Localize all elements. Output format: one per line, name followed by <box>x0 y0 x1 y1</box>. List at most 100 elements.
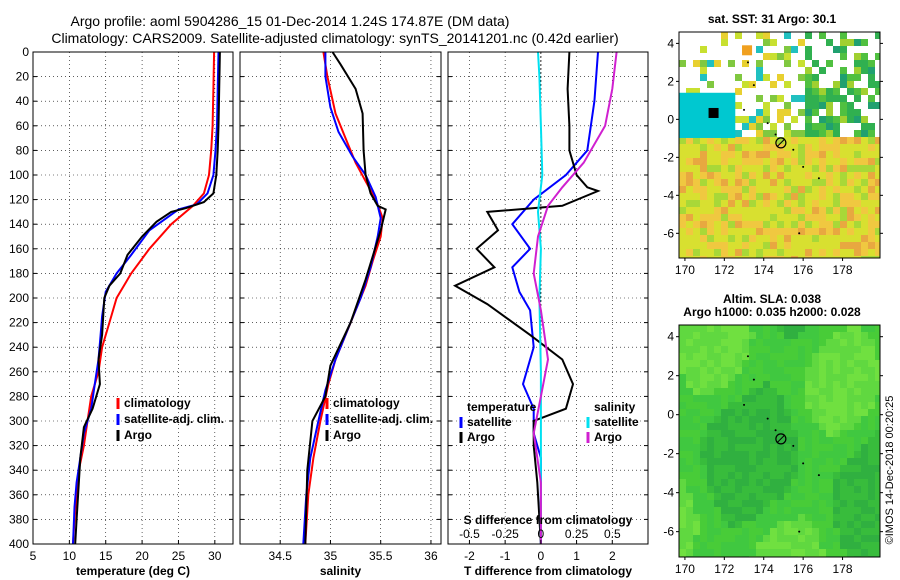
y-tick-label: 200 <box>9 291 29 305</box>
map-cell <box>700 158 707 165</box>
map-cell <box>756 493 763 500</box>
map-cell <box>721 242 728 249</box>
x-tick-label: 176 <box>793 562 813 576</box>
map-cell <box>868 486 875 493</box>
map-cell <box>805 88 812 95</box>
map-cell <box>840 228 847 235</box>
map-cell <box>693 514 700 521</box>
map-cell <box>784 235 791 242</box>
map-cell <box>749 472 756 479</box>
map-cell <box>861 67 868 74</box>
map-cell <box>756 402 763 409</box>
map-cell <box>861 507 868 514</box>
map-cell <box>798 158 805 165</box>
map-cell <box>854 200 861 207</box>
map-cell-land <box>708 107 719 118</box>
map-cell <box>826 186 833 193</box>
map-cell <box>791 235 798 242</box>
map-cell <box>805 374 812 381</box>
map-cell <box>686 535 693 542</box>
map-cell <box>805 360 812 367</box>
map-cell <box>763 486 770 493</box>
map-cell <box>784 395 791 402</box>
map-cell <box>868 465 875 472</box>
map-cell <box>875 360 880 367</box>
map-cell <box>693 221 700 228</box>
map-cell <box>763 507 770 514</box>
map-cell <box>812 74 819 81</box>
map-cell <box>735 235 742 242</box>
map-cell <box>728 521 735 528</box>
map-cell <box>770 423 777 430</box>
map-cell <box>686 88 693 95</box>
y-tick-label: 280 <box>9 389 29 403</box>
map-cell <box>826 444 833 451</box>
map-cell <box>854 130 861 137</box>
map-cell <box>756 500 763 507</box>
map-cell <box>833 381 840 388</box>
map-cell <box>812 193 819 200</box>
map-cell <box>693 214 700 221</box>
map-cell <box>791 46 798 53</box>
map-cell <box>679 549 686 556</box>
map-cell <box>756 144 763 151</box>
map-cell <box>784 430 791 437</box>
map-cell <box>714 423 721 430</box>
map-cell <box>854 402 861 409</box>
map-cell <box>833 528 840 535</box>
map-cell <box>735 130 742 137</box>
map-cell <box>784 451 791 458</box>
map-cell <box>840 437 847 444</box>
map-cell <box>714 214 721 221</box>
map-cell <box>756 46 763 53</box>
map-cell <box>791 249 798 256</box>
map-cell <box>812 214 819 221</box>
map-cell <box>728 395 735 402</box>
map-cell <box>749 228 756 235</box>
map-cell <box>784 542 791 549</box>
map-cell <box>686 493 693 500</box>
x-tick-label: 35.5 <box>369 549 393 563</box>
map-cell <box>805 507 812 514</box>
map-cell <box>721 200 728 207</box>
map-cell <box>840 402 847 409</box>
map-cell <box>833 367 840 374</box>
map-cell <box>777 256 784 258</box>
map-cell <box>777 409 784 416</box>
map-cell <box>784 381 791 388</box>
map-cell <box>686 500 693 507</box>
legend-label: climatology <box>124 396 191 410</box>
map-cell <box>847 458 854 465</box>
x-tick-label: 20 <box>135 549 149 563</box>
map-cell <box>840 360 847 367</box>
y-tick-label: -6 <box>663 525 674 539</box>
map-cell <box>735 444 742 451</box>
map-cell <box>728 423 735 430</box>
map-cell <box>735 74 742 81</box>
map-cell <box>777 374 784 381</box>
map-cell <box>791 416 798 423</box>
map-cell <box>805 451 812 458</box>
map-cell <box>763 32 770 39</box>
map-cell <box>798 228 805 235</box>
map-cell <box>833 535 840 542</box>
map-cell <box>721 158 728 165</box>
map-cell <box>840 346 847 353</box>
map-cell <box>693 381 700 388</box>
map-cell <box>833 200 840 207</box>
y-tick-label: 2 <box>667 369 674 383</box>
map-cell <box>833 416 840 423</box>
map-cell <box>847 507 854 514</box>
map-cell <box>875 486 880 493</box>
map-cell <box>721 137 728 144</box>
map-cell <box>763 130 770 137</box>
map-cell <box>826 472 833 479</box>
map-cell <box>854 67 861 74</box>
map-cell <box>693 165 700 172</box>
map-cell <box>749 353 756 360</box>
map-cell <box>875 325 880 332</box>
map-cell <box>679 228 686 235</box>
map-cell <box>714 165 721 172</box>
map-cell <box>784 479 791 486</box>
map-cell <box>861 402 868 409</box>
